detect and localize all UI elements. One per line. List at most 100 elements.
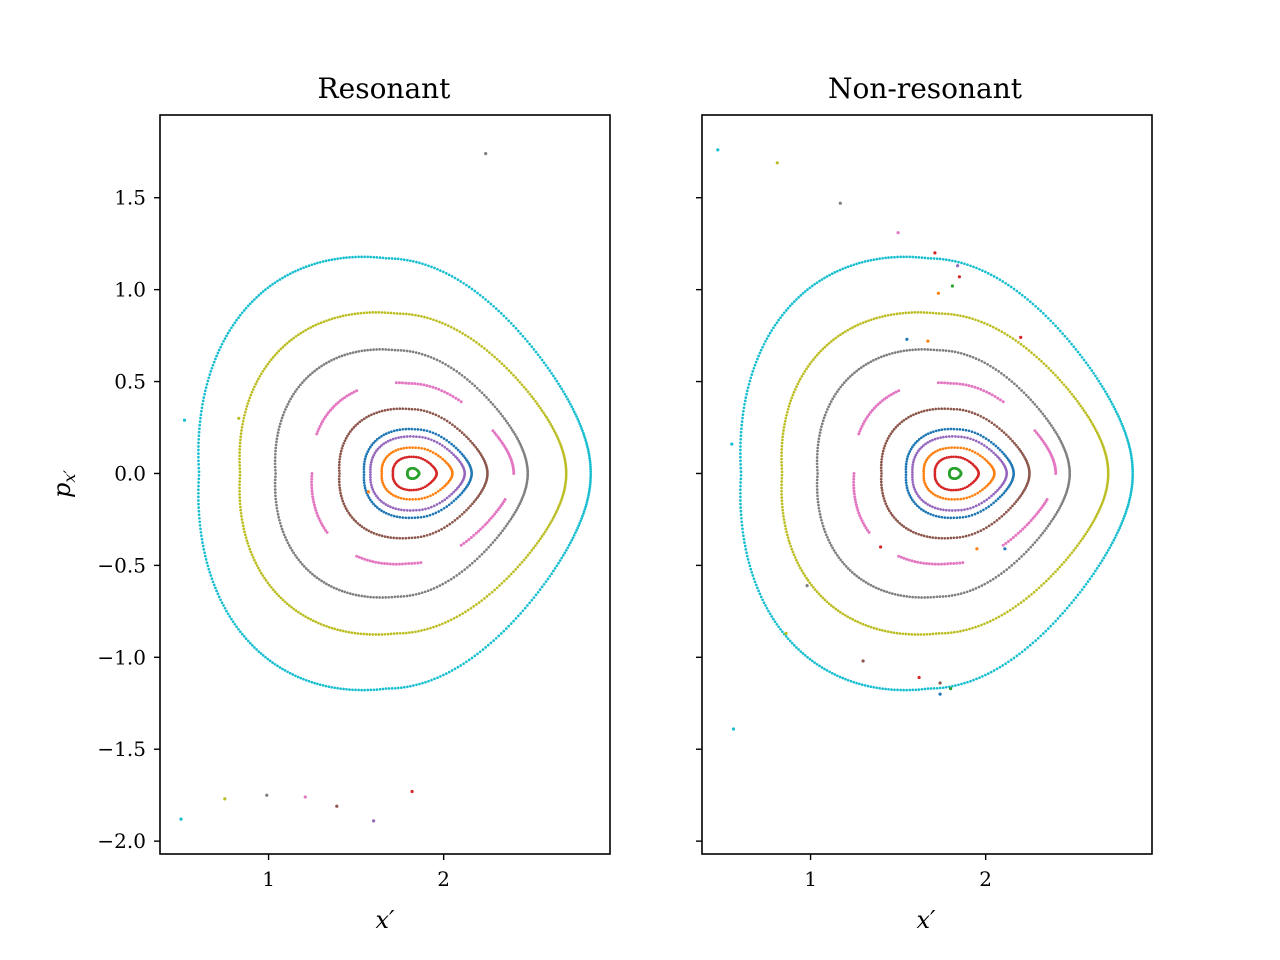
point-non-resonant-7-81 — [896, 350, 900, 354]
point-resonant-9-171 — [220, 342, 224, 346]
point-resonant-8-110 — [327, 318, 331, 322]
point-non-resonant-3-35 — [928, 439, 932, 443]
point-resonant-8-105 — [341, 314, 345, 318]
point-resonant-6-149 — [368, 559, 372, 563]
point-non-resonant-9-200 — [739, 437, 743, 441]
point-non-resonant-6-147 — [905, 557, 909, 561]
point-non-resonant-6-151 — [916, 560, 920, 564]
point-non-resonant-4-91 — [970, 513, 974, 517]
point-resonant-9-229 — [201, 541, 204, 544]
point-resonant-6-126 — [319, 521, 323, 525]
point-resonant-7-38 — [478, 389, 481, 392]
point-non-resonant-4-74 — [922, 509, 925, 512]
point-resonant-6-90 — [319, 422, 323, 426]
point-resonant-8-313 — [530, 549, 534, 552]
point-non-resonant-3-67 — [931, 505, 934, 509]
point-resonant-8-289 — [475, 603, 478, 606]
point-resonant-8-224 — [290, 605, 293, 609]
point-non-resonant-2-46 — [928, 489, 931, 493]
point-non-resonant-8-309 — [1064, 558, 1068, 562]
point-non-resonant-9-290 — [855, 681, 858, 685]
point-non-resonant-5-64 — [889, 432, 893, 436]
point-resonant-7-27 — [501, 414, 504, 418]
point-resonant-9-166 — [228, 329, 232, 332]
point-non-resonant-9-119 — [884, 256, 887, 260]
point-resonant-8-283 — [458, 613, 462, 617]
point-resonant-8-261 — [392, 632, 396, 635]
point-resonant-3-13 — [448, 449, 451, 453]
point-resonant-8-131 — [277, 349, 281, 353]
point-resonant-8-270 — [420, 629, 423, 632]
orbit-non-resonant-8 — [780, 311, 1110, 636]
point-non-resonant-6-21 — [1035, 431, 1039, 435]
point-non-resonant-2-39 — [922, 474, 926, 478]
point-non-resonant-7-246 — [1048, 522, 1052, 526]
point-non-resonant-7-199 — [926, 596, 930, 599]
point-non-resonant-7-149 — [819, 516, 823, 519]
point-resonant-8-142 — [258, 374, 262, 378]
point-non-resonant-7-160 — [831, 546, 834, 550]
point-non-resonant-9-105 — [926, 256, 930, 260]
point-resonant-1-43 — [407, 488, 411, 492]
point-non-resonant-6-145 — [899, 555, 903, 559]
point-resonant-8-1 — [564, 470, 568, 473]
point-non-resonant-7-207 — [950, 594, 954, 597]
point-non-resonant-6-193 — [1031, 516, 1035, 520]
point-non-resonant-9-377 — [1092, 572, 1095, 576]
point-resonant-7-223 — [455, 574, 459, 577]
point-resonant-9-302 — [348, 688, 351, 691]
point-resonant-9-178 — [211, 363, 215, 367]
point-non-resonant-8-260 — [931, 632, 935, 636]
point-non-resonant-2-69 — [987, 483, 990, 486]
point-non-resonant-9-320 — [944, 685, 948, 689]
point-non-resonant-9-99 — [944, 258, 948, 262]
point-resonant-9-40 — [553, 377, 557, 380]
point-non-resonant-4-51 — [906, 455, 910, 458]
point-non-resonant-6-92 — [859, 427, 863, 431]
point-non-resonant-2-41 — [922, 479, 926, 482]
point-resonant-7-28 — [499, 412, 503, 416]
point-resonant-7-86 — [340, 354, 344, 358]
point-non-resonant-7-265 — [1067, 481, 1071, 485]
point-resonant-8-170 — [238, 457, 241, 461]
point-non-resonant-7-73 — [920, 348, 923, 351]
point-resonant-7-196 — [375, 596, 378, 599]
point-non-resonant-8-72 — [983, 321, 986, 325]
point-non-resonant-7-214 — [971, 588, 975, 591]
point-resonant-8-122 — [297, 333, 300, 337]
point-resonant-7-174 — [315, 576, 319, 580]
point-resonant-8-258 — [383, 632, 387, 636]
point-non-resonant-5-54 — [909, 414, 913, 418]
point-non-resonant-6-125 — [860, 519, 864, 523]
point-resonant-4-15 — [452, 444, 456, 448]
point-non-resonant-8-130 — [821, 347, 825, 351]
point-resonant-8-106 — [339, 315, 342, 318]
point-resonant-9-14 — [584, 441, 588, 444]
point-resonant-7-254 — [517, 504, 521, 508]
point-resonant-7-102 — [302, 379, 306, 382]
point-non-resonant-6-81 — [876, 402, 880, 406]
point-non-resonant-8-270 — [962, 629, 965, 632]
x-tick-label-resonant-0: 1 — [262, 867, 275, 891]
point-non-resonant-9-403 — [1125, 507, 1129, 511]
point-resonant-8-109 — [330, 317, 334, 321]
point-resonant-3-75 — [412, 509, 415, 512]
point-non-resonant-9-339 — [1001, 664, 1005, 667]
point-non-resonant-7-59 — [962, 352, 966, 356]
point-resonant-9-12 — [586, 445, 589, 449]
point-non-resonant-8-31 — [1081, 406, 1084, 410]
point-resonant-7-241 — [497, 534, 501, 537]
point-non-resonant-9-367 — [1072, 598, 1076, 602]
point-non-resonant-8-18 — [1098, 435, 1101, 439]
point-non-resonant-4-103 — [1000, 493, 1004, 497]
point-non-resonant-9-246 — [759, 595, 763, 599]
point-resonant-2-12 — [434, 452, 438, 456]
point-resonant-7-186 — [346, 591, 349, 595]
point-resonant-3-33 — [391, 437, 395, 441]
point-resonant-7-89 — [332, 357, 336, 361]
point-non-resonant-9-394 — [1117, 529, 1120, 532]
point-non-resonant-5-102 — [904, 526, 908, 530]
point-non-resonant-9-234 — [746, 558, 750, 561]
point-resonant-6-39 — [451, 395, 455, 398]
point-resonant-5-13 — [476, 448, 479, 451]
